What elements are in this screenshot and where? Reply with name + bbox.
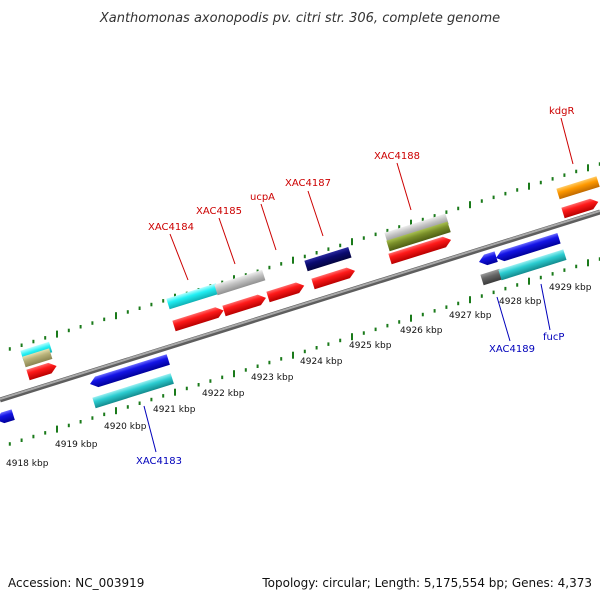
gene-label-kdgr[interactable]: kdgR [549,106,574,117]
kbp-label: 4919 kbp [55,440,98,450]
gene-block-grey[interactable] [384,213,449,244]
accession-label: Accession: NC_003919 [8,576,144,590]
gene-block-khaki[interactable] [22,348,53,368]
gene-block-red[interactable] [26,361,58,381]
scale-labels: 4918 kbp 4919 kbp 4920 kbp 4921 kbp 4922… [6,283,592,469]
gene-label-xac4188[interactable]: XAC4188 [374,151,420,162]
kbp-label: 4918 kbp [6,459,49,469]
gene-block-grey[interactable] [214,269,266,296]
kbp-label: 4929 kbp [549,283,592,293]
kbp-label: 4923 kbp [251,373,294,383]
gene-label-fucp[interactable]: fucP [543,332,564,343]
genome-summary: Topology: circular; Length: 5,175,554 bp… [261,576,592,590]
gene-block-red[interactable] [266,280,306,303]
kbp-label: 4926 kbp [400,326,443,336]
gene-label-ucpa[interactable]: ucpA [250,192,275,203]
gene-block-red[interactable] [561,197,600,219]
dna-backbone [0,209,600,403]
gene-block-blue[interactable] [0,409,15,425]
gene-block-cyan[interactable] [498,249,567,281]
kbp-label: 4927 kbp [449,311,492,321]
gene-block-dark-grey[interactable] [480,268,503,286]
gene-block-red[interactable] [172,305,225,332]
gene-features [0,176,600,425]
gene-block-cyan[interactable] [92,373,174,409]
gene-label-xac4183[interactable]: XAC4183 [136,456,182,467]
kbp-label: 4925 kbp [349,341,392,351]
gene-label-xac4184[interactable]: XAC4184 [148,222,194,233]
gene-label-xac4187[interactable]: XAC4187 [285,178,331,189]
callout-lines [143,117,574,453]
gene-label-xac4185[interactable]: XAC4185 [196,206,242,217]
gene-label-xac4189[interactable]: XAC4189 [489,344,535,355]
page-title: Xanthomonas axonopodis pv. citri str. 30… [99,11,500,26]
kbp-label: 4920 kbp [104,422,147,432]
gene-block-navy[interactable] [304,246,352,272]
kbp-label: 4924 kbp [300,357,343,367]
gene-block-cyan[interactable] [166,283,220,310]
gene-block-blue[interactable] [494,233,561,263]
gene-block-red[interactable] [388,235,452,265]
gene-block-orange[interactable] [556,176,600,200]
gene-block-blue[interactable] [477,251,498,267]
gene-block-olive[interactable] [386,221,451,252]
gene-block-red[interactable] [311,266,356,290]
kbp-label: 4921 kbp [153,405,196,415]
kbp-label: 4922 kbp [202,389,245,399]
gene-block-red[interactable] [222,293,267,317]
kbp-label: 4928 kbp [499,297,542,307]
gene-labels: XAC4184 XAC4185 ucpA XAC4187 XAC4188 kdg… [136,106,574,467]
gene-block-blue[interactable] [88,354,170,389]
